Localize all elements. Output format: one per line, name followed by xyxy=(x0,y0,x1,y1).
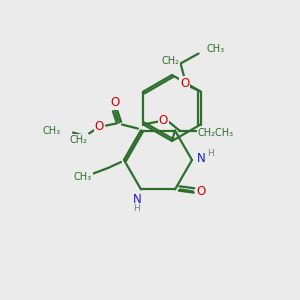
Text: O: O xyxy=(94,120,103,133)
Text: H: H xyxy=(207,148,213,158)
Text: CH₂: CH₂ xyxy=(70,135,88,145)
Text: CH₃: CH₃ xyxy=(207,44,225,53)
Text: CH₂CH₃: CH₂CH₃ xyxy=(197,128,233,139)
Text: CH₂: CH₂ xyxy=(162,56,180,65)
Text: CH₃: CH₃ xyxy=(74,172,92,182)
Text: O: O xyxy=(110,96,120,109)
Text: H: H xyxy=(134,204,140,213)
Text: CH₃: CH₃ xyxy=(43,126,61,136)
Text: O: O xyxy=(180,77,189,90)
Text: O: O xyxy=(196,185,206,198)
Text: N: N xyxy=(133,193,141,206)
Text: O: O xyxy=(159,114,168,127)
Text: N: N xyxy=(196,152,206,164)
